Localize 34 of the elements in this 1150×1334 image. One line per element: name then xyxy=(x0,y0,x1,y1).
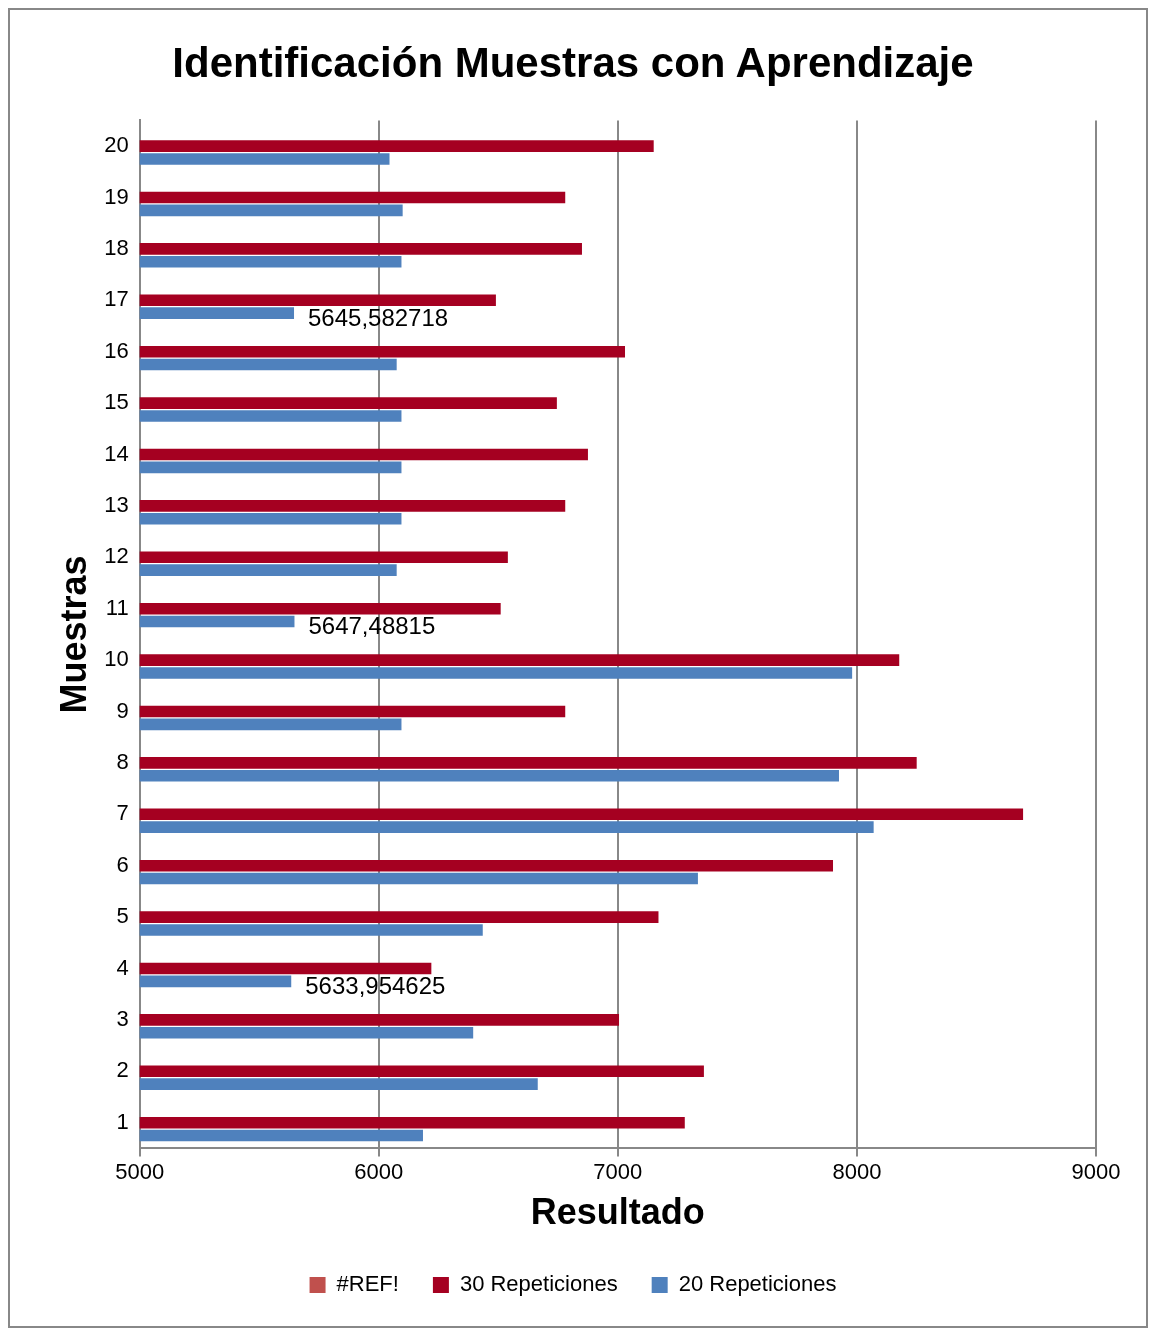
legend-label: 30 Repeticiones xyxy=(459,1271,618,1297)
y-tick-label: 3 xyxy=(116,1005,129,1031)
data-label: 5645,582718 xyxy=(308,303,449,331)
y-tick-label: 19 xyxy=(104,183,129,209)
legend-label: 20 Repeticiones xyxy=(678,1271,837,1297)
y-tick-label: 12 xyxy=(104,543,129,569)
y-tick-label: 17 xyxy=(104,286,129,312)
y-tick-label: 11 xyxy=(105,594,129,620)
y-tick-label: 18 xyxy=(104,234,129,260)
x-tick-label: 7000 xyxy=(593,1158,643,1184)
x-tick-label: 8000 xyxy=(832,1158,882,1184)
y-tick-label: 16 xyxy=(104,337,129,363)
y-tick-label: 20 xyxy=(104,132,129,158)
legend-label: #REF! xyxy=(336,1271,399,1297)
y-tick-label: 10 xyxy=(104,646,129,672)
x-tick-label: 5000 xyxy=(115,1158,165,1184)
y-axis-title: Muestras xyxy=(52,555,94,714)
y-tick-label: 5 xyxy=(116,903,129,929)
y-tick-label: 9 xyxy=(116,697,129,723)
chart-title: Identificación Muestras con Aprendizaje xyxy=(172,38,974,86)
y-tick-label: 15 xyxy=(104,389,129,415)
x-tick-label: 9000 xyxy=(1071,1158,1121,1184)
y-tick-label: 7 xyxy=(116,800,129,826)
y-tick-label: 4 xyxy=(116,954,129,980)
y-tick-label: 14 xyxy=(104,440,129,466)
data-label: 5647,48815 xyxy=(308,612,436,640)
data-label: 5633,954625 xyxy=(305,971,446,999)
y-tick-label: 6 xyxy=(116,851,129,877)
x-axis-title: Resultado xyxy=(530,1191,705,1233)
x-tick-label: 6000 xyxy=(354,1158,404,1184)
y-tick-label: 13 xyxy=(104,491,129,517)
y-tick-label: 1 xyxy=(116,1108,129,1134)
y-tick-label: 2 xyxy=(116,1057,129,1083)
y-tick-label: 8 xyxy=(116,748,129,774)
